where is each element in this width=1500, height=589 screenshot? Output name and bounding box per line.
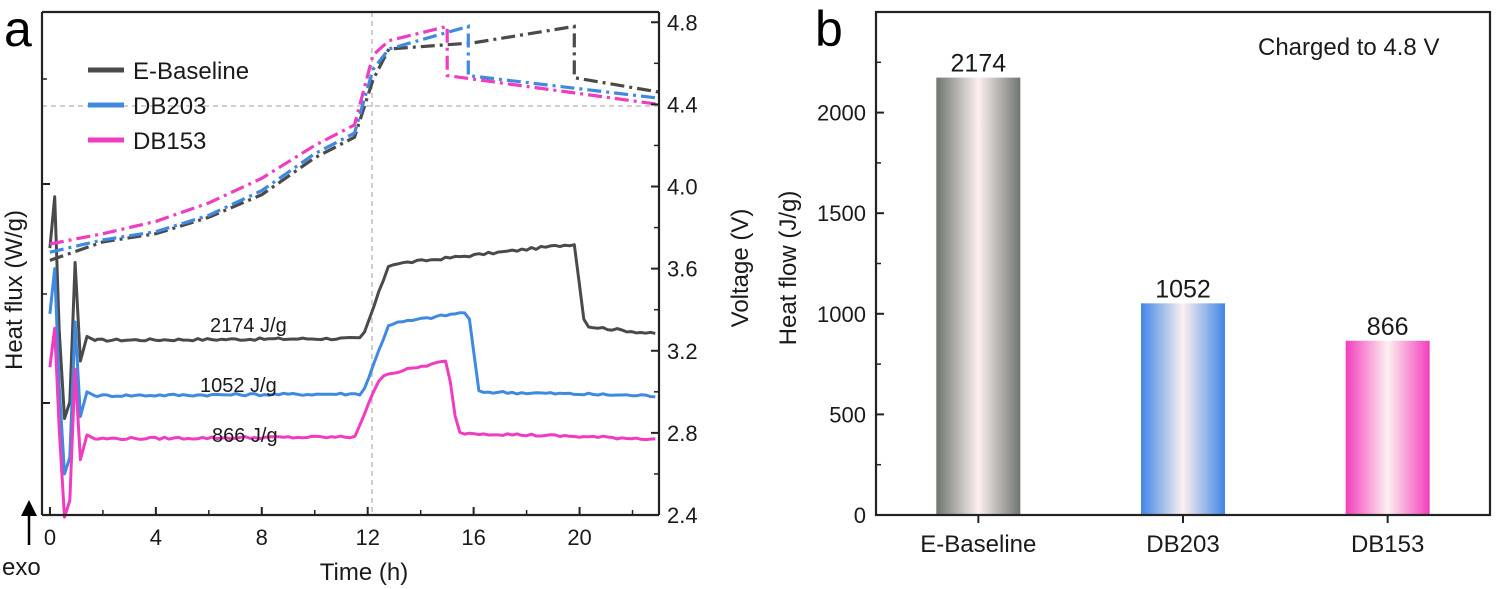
panel-b: b 2174 1052 866 0 500 1000 1500 2000 E-Baselin… [775,1,1492,558]
panel-b-x-ticks: E-Baseline DB203 DB153 [920,515,1424,558]
bar-db203 [1141,303,1225,515]
voltage-line-e-baseline [49,24,660,262]
y-tick-label: 1500 [817,201,866,226]
panel-a-series [48,24,660,519]
exo-label: exo [2,554,41,581]
panel-b-letter: b [815,1,843,57]
exo-arrow-icon [21,500,37,545]
right-tick-label: 3.2 [667,339,698,364]
bar-value-label: 1052 [1155,275,1211,303]
heat-flux-line-db203 [48,267,656,476]
x-axis-title: Time (h) [320,559,408,586]
right-tick-label: 2.8 [667,421,698,446]
voltage-line-db153 [49,24,660,246]
right-axis-title: Voltage (V) [727,209,754,328]
right-tick-label: 3.6 [667,257,698,282]
bar-e-baseline [936,77,1021,516]
panel-a-right-ticks: 2.4 2.8 3.2 3.6 4.0 4.4 4.8 [651,10,698,528]
bar-value-label: 866 [1367,313,1409,341]
right-tick-label: 4.0 [667,175,698,200]
bar-db153 [1345,340,1430,515]
y-tick-label: 0 [854,503,866,528]
y-tick-label: 1000 [817,302,866,327]
y-tick-label: 500 [829,402,866,427]
x-category-label: DB203 [1146,531,1219,558]
panel-a-axes [40,10,661,517]
heat-flux-line-e-baseline [48,195,656,420]
x-category-label: E-Baseline [920,531,1036,558]
x-category-label: DB153 [1351,531,1424,558]
panel-b-annotation: Charged to 4.8 V [1258,34,1439,61]
right-tick-label: 4.8 [667,10,698,35]
right-tick-label: 2.4 [667,503,698,528]
x-tick-label: 4 [150,525,162,550]
heat-flux-line-db153 [48,326,656,519]
x-tick-label: 8 [256,525,268,550]
panel-a-letter: a [4,1,32,57]
panel-a: a 0 4 8 12 16 20 2.4 2.8 3.2 3.6 4.0 4.4 4.8 Time (… [1,1,754,586]
annotation-db203: 1052 J/g [200,375,277,397]
voltage-line-db203 [49,24,660,254]
x-tick-label: 0 [44,525,56,550]
panel-a-x-ticks: 0 4 8 12 16 20 [44,507,634,550]
right-tick-label: 4.4 [667,92,698,117]
bar-value-label: 2174 [951,50,1007,78]
x-tick-label: 12 [355,525,379,550]
x-tick-label: 20 [567,525,591,550]
legend-label-db203: DB203 [133,93,206,120]
panel-b-y-axis-title: Heat flow (J/g) [775,191,802,346]
left-axis-title: Heat flux (W/g) [1,210,28,370]
panel-b-y-ticks: 0 500 1000 1500 2000 [817,61,884,528]
annotation-e-baseline: 2174 J/g [210,315,287,337]
y-tick-label: 2000 [817,101,866,126]
panel-b-bars: 2174 1052 866 [936,50,1430,516]
legend-label-db153: DB153 [133,128,206,155]
x-tick-label: 16 [461,525,485,550]
legend-label-e-baseline: E-Baseline [133,58,249,85]
annotation-db153: 866 J/g [212,425,278,447]
panel-a-legend: E-Baseline DB203 DB153 [88,58,249,155]
